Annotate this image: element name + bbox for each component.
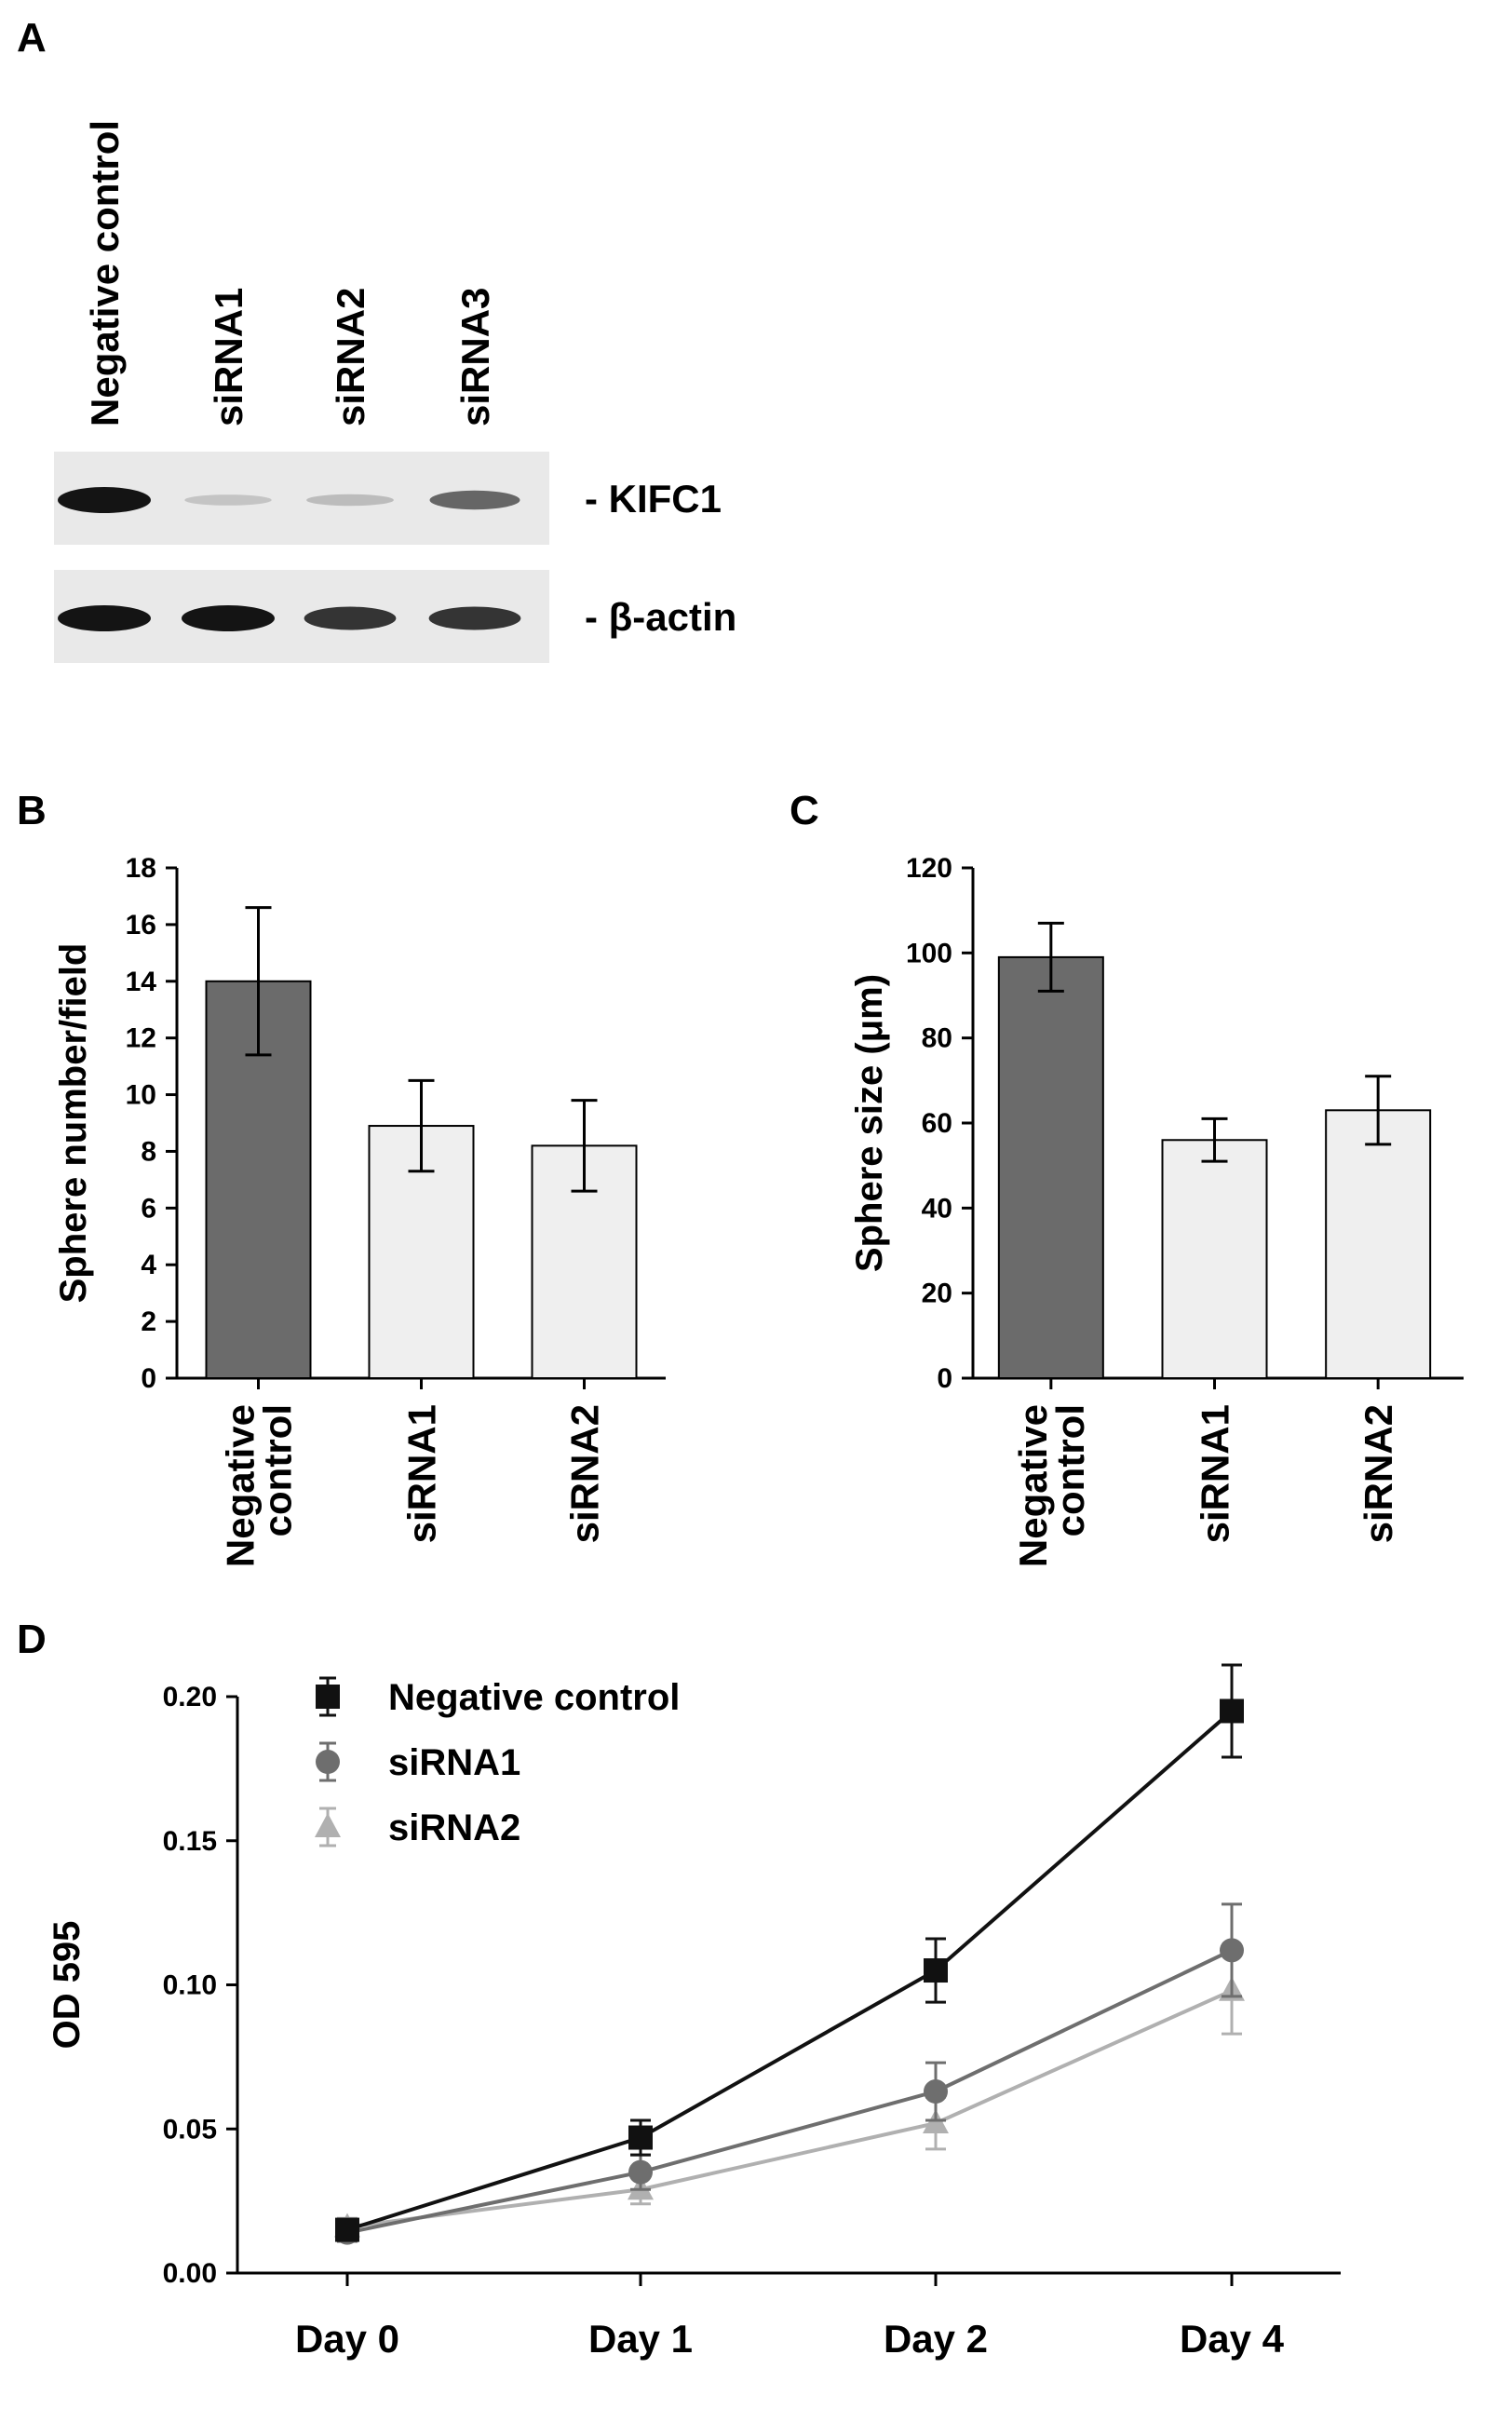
panel-label-c: C [790,788,819,833]
x-tick-label: Day 1 [588,2317,693,2361]
x-tick-label: siRNA1 [400,1404,444,1543]
legend-marker [315,1813,341,1837]
y-tick-label: 14 [126,967,157,997]
blot-lane-label: siRNA1 [207,288,250,426]
blot-band [429,490,520,510]
legend-label: Negative control [388,1677,680,1718]
series-line [346,1948,1233,2235]
y-tick-label: 120 [906,853,952,884]
blot-band [58,487,151,513]
y-tick-label: 0.10 [163,1970,217,2001]
blot-row-label: - β-actin [585,595,736,639]
y-tick-label: 2 [141,1306,156,1337]
data-point [1220,1698,1244,1724]
panel-label-a: A [17,15,47,61]
blot-row-label: - KIFC1 [585,477,722,521]
x-tick-label: Day 2 [884,2317,988,2361]
y-tick-label: 8 [141,1136,156,1167]
y-tick-label: 0.00 [163,2258,217,2289]
y-tick-label: 80 [922,1023,952,1054]
data-point [1220,1938,1244,1963]
panel-b: B 0 2 4 6 8 10 12 14 16 18 Sphere number/field Nega… [17,788,666,1567]
panel-a: A Negative control siRNA1 siRNA2 siRNA3 - KI… [17,15,736,663]
y-tick-label: 18 [126,853,156,884]
x-tick-label: siRNA2 [1357,1404,1400,1543]
blot-lane-label: siRNA3 [453,288,497,426]
panel-c: C 0 20 40 60 80 100 120 Sphere size (μm) Negativ… [790,788,1464,1567]
data-point [335,2217,359,2242]
legend-label: siRNA1 [388,1742,520,1783]
y-axis-title: OD 595 [47,1921,88,2050]
y-tick-label: 4 [141,1250,156,1280]
panel-label-d: D [17,1617,47,1662]
y-tick-label: 40 [922,1193,952,1224]
data-point [924,1958,948,1983]
y-tick-label: 60 [922,1108,952,1139]
y-tick-label: 0.15 [163,1826,217,1857]
legend-label: siRNA2 [388,1807,520,1848]
blot-band [182,605,275,631]
bar [1161,1139,1268,1380]
y-axis-title: Sphere size (μm) [849,974,890,1272]
x-tick-label: siRNA2 [563,1404,607,1543]
blot-band [428,606,521,630]
y-tick-label: 0.20 [163,1682,217,1712]
y-tick-label: 0 [937,1363,952,1394]
series-line [346,1709,1234,2232]
y-tick-label: 0 [141,1363,156,1394]
blot-lane-label: Negative control [83,120,127,426]
x-tick-label: control [1048,1404,1092,1536]
bar [997,955,1104,1380]
series-line [346,1988,1233,2229]
blot-band [184,494,272,506]
x-tick-label: control [256,1404,300,1536]
data-point [628,2125,653,2150]
legend-marker [316,1685,340,1709]
x-tick-label: Day 4 [1180,2317,1285,2361]
y-tick-label: 10 [126,1080,156,1111]
x-tick-label: Negative [1011,1404,1055,1567]
blot-band [306,494,394,507]
y-tick-label: 100 [906,938,952,968]
blot-band [58,605,151,631]
y-tick-label: 0.05 [163,2114,217,2145]
panel-label-b: B [17,788,47,833]
y-tick-label: 16 [126,910,156,941]
y-tick-label: 20 [922,1279,952,1309]
data-point [628,2159,653,2185]
y-tick-label: 6 [141,1193,156,1224]
y-tick-label: 12 [126,1023,156,1054]
panel-d: D 0.00 0.05 0.10 0.15 0.20 OD 595 Day 0 Day 1 Da… [17,1617,1341,2361]
x-tick-label: Negative [219,1404,263,1567]
x-tick-label: siRNA1 [1194,1404,1237,1543]
data-point [924,2079,948,2104]
x-tick-label: Day 0 [295,2317,399,2361]
blot-band [304,606,397,630]
bar [1325,1109,1432,1380]
blot-lane-label: siRNA2 [329,288,372,426]
legend-marker [316,1750,340,1774]
y-axis-title: Sphere number/field [53,943,94,1304]
